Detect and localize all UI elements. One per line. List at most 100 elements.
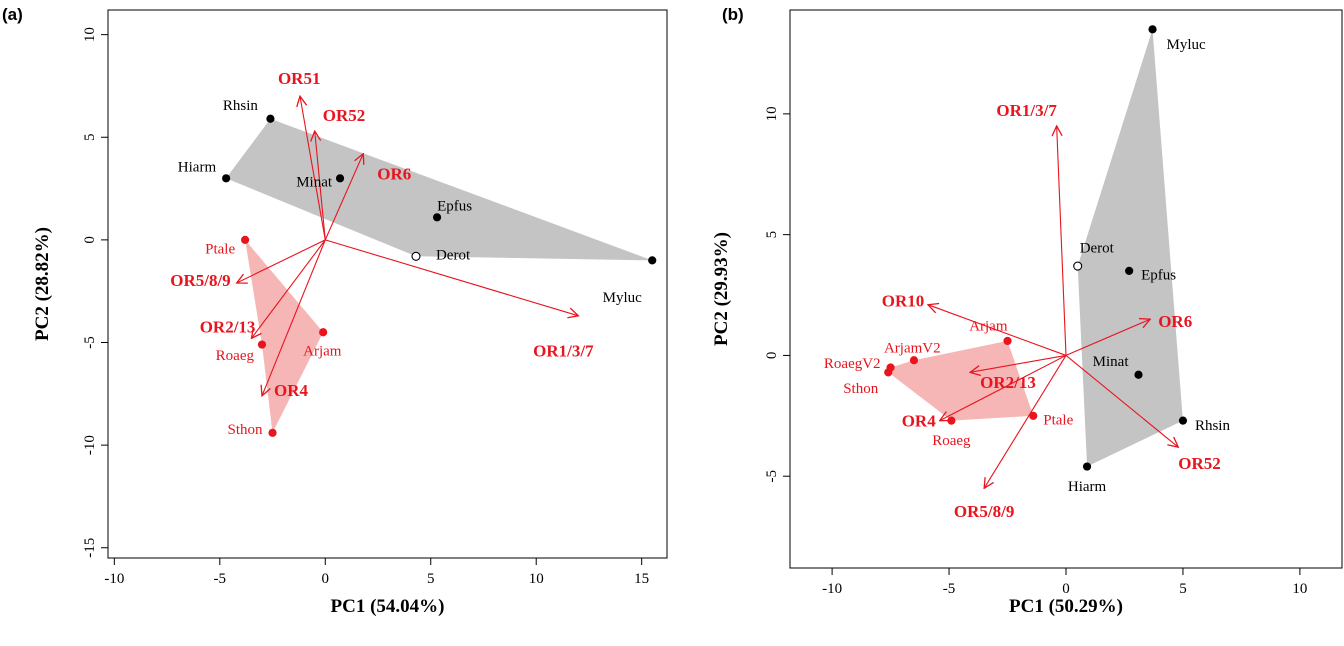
panel-b-point-label-minat: Minat [1093, 354, 1130, 370]
panel-a-point-myluc [648, 256, 657, 265]
panel-a-point-label-hiarm: Hiarm [178, 160, 217, 176]
panel-b-vector-label-or6: OR6 [1158, 312, 1192, 331]
panel-b-x-tick-label: 5 [1179, 581, 1187, 597]
panel-a-point-minat [335, 174, 345, 183]
panel-a-x-tick-label: 10 [529, 571, 544, 587]
panel-b-point-derot [1073, 261, 1083, 271]
panel-b-point-arjam [1003, 336, 1012, 346]
panel-a-x-tick-label: -5 [214, 571, 227, 587]
panel-a-point-label-epfus: Epfus [437, 199, 472, 215]
panel-b-point-label-roaegv2: RoaegV2 [824, 356, 881, 372]
panel-b-red-hull [888, 340, 1034, 421]
panel-a-y-tick-label: -15 [82, 538, 98, 558]
panel-b-point-label-myluc: Myluc [1167, 37, 1207, 53]
panel-a-x-tick-label: 5 [427, 571, 435, 587]
panel-a-vector-or5-8-9 [237, 239, 326, 283]
panel-a-vector-label-or5-8-9: OR5/8/9 [170, 271, 230, 290]
panel-a-y-tick-label: 10 [82, 27, 98, 42]
panel-b-vector-or10 [928, 305, 1067, 356]
panel-b-y-tick-label: 10 [764, 106, 780, 121]
panel-a-plot-frame [107, 9, 668, 559]
panel-a-vector-or52 [315, 131, 326, 240]
panel-b-point-label-arjamv2: ArjamV2 [884, 341, 941, 357]
panel-b-point-label-epfus: Epfus [1141, 267, 1176, 283]
panel-a-point-label-minat: Minat [296, 175, 333, 191]
panel-b-point-hiarm [1082, 462, 1092, 471]
panel-b-point-myluc [1148, 25, 1157, 34]
panel-b-vector-or52 [1065, 355, 1178, 447]
panel-b: (b) -10 -5 0 5 10 -5 0 5 10 PC1 (50.29%) PC2 (29.93… [711, 5, 1343, 617]
panel-a-x-axis-title: PC1 (54.04%) [331, 596, 445, 617]
panel-b-point-label-ptale: Ptale [1043, 412, 1073, 428]
panel-b-vector-label-or4: OR4 [902, 412, 937, 431]
panel-a-point-label-arjam: Arjam [303, 344, 342, 360]
panel-a-point-sthon [268, 428, 277, 437]
panel-b-y-axis-title: PC2 (29.93%) [711, 232, 732, 346]
panel-a-point-derot [411, 251, 421, 261]
panel-a-grey-hull [226, 118, 653, 261]
panel-a-vector-or1-3-7 [325, 239, 578, 316]
panel-a-label: (a) [2, 5, 23, 24]
panel-a-vector-or4 [262, 239, 326, 396]
panel-a-x-tick-label: -10 [104, 571, 124, 587]
panel-a-point-rhsin [266, 114, 275, 123]
panel-a-y-tick-label: 5 [82, 134, 98, 142]
panel-b-point-label-arjam: Arjam [969, 318, 1008, 334]
panel-a-point-arjam [319, 328, 328, 337]
panel-b-point-arjamv2 [909, 356, 919, 365]
panel-b-vector-or5-8-9 [984, 355, 1067, 488]
panel-a-vector-label-or6: OR6 [377, 165, 411, 184]
panel-a-red-hull [245, 239, 324, 433]
panel-a-vector-label-or4: OR4 [274, 381, 309, 400]
panel-b-point-ptale [1029, 411, 1038, 420]
panel-a-y-tick-label: 0 [82, 236, 98, 244]
panel-a-vector-or51 [300, 96, 326, 240]
panel-a-point-label-sthon: Sthon [228, 422, 264, 438]
panel-b-grey-hull [1077, 29, 1183, 467]
panel-a-vector-label-or1-3-7: OR1/3/7 [533, 342, 594, 361]
panel-b-plot-frame [789, 9, 1343, 569]
panel-a-y-tick-label: -10 [82, 435, 98, 455]
panel-a-x-tick-label: 15 [634, 571, 649, 587]
panel-b-point-minat [1134, 370, 1143, 379]
panel-a-point-ptale [241, 235, 250, 244]
panel-a-point-hiarm [222, 174, 231, 183]
panel-b-x-axis-title: PC1 (50.29%) [1009, 596, 1123, 617]
panel-a-point-epfus [432, 213, 442, 222]
panel-b-vector-label-or52: OR52 [1178, 454, 1221, 473]
panel-a-point-label-rhsin: Rhsin [223, 98, 259, 114]
panel-b-point-sthon [884, 368, 893, 377]
panel-a-vector-label-or2-13: OR2/13 [200, 317, 256, 336]
panel-b-y-tick-label: -5 [764, 470, 780, 483]
panel-a: (a) -10 -5 0 5 10 15 -15 -10 -5 0 5 10 PC1 (54.04%) PC… [2, 5, 668, 617]
panel-b-point-label-roaeg: Roaeg [932, 433, 971, 449]
panel-a-y-axis-title: PC2 (28.82%) [32, 227, 53, 341]
panel-b-vector-label-or5-8-9: OR5/8/9 [954, 502, 1014, 521]
panel-a-vector-label-or52: OR52 [323, 106, 366, 125]
panel-b-point-epfus [1125, 266, 1134, 275]
panel-a-point-roaeg [257, 340, 267, 349]
panel-b-point-label-hiarm: Hiarm [1068, 479, 1107, 495]
panel-a-x-tick-label: 0 [322, 571, 330, 587]
panel-b-point-rhsin [1178, 416, 1188, 425]
panel-b-x-tick-label: 0 [1062, 581, 1070, 597]
panel-b-x-tick-label: -5 [943, 581, 956, 597]
panel-b-y-tick-label: 0 [764, 352, 780, 360]
panel-a-vector-or6 [324, 154, 363, 241]
panel-b-vector-label-or10: OR10 [882, 292, 925, 311]
panel-b-y-tick-label: 5 [764, 231, 780, 239]
panel-a-y-tick-label: -5 [82, 336, 98, 349]
panel-b-point-roaeg [947, 416, 956, 425]
panel-b-x-tick-label: -10 [822, 581, 842, 597]
panel-b-point-label-rhsin: Rhsin [1195, 418, 1231, 434]
panel-b-point-label-derot: Derot [1080, 240, 1115, 256]
panel-b-vector-or4 [940, 354, 1067, 420]
panel-a-vector-or2-13 [251, 239, 326, 339]
panel-a-point-label-myluc: Myluc [603, 290, 643, 306]
panel-b-label: (b) [722, 5, 744, 24]
panel-a-point-label-roaeg: Roaeg [216, 348, 255, 364]
panel-b-vector-label-or1-3-7: OR1/3/7 [996, 101, 1057, 120]
panel-b-vector-or1-3-7 [1057, 126, 1067, 356]
panel-b-point-label-sthon: Sthon [843, 381, 879, 397]
